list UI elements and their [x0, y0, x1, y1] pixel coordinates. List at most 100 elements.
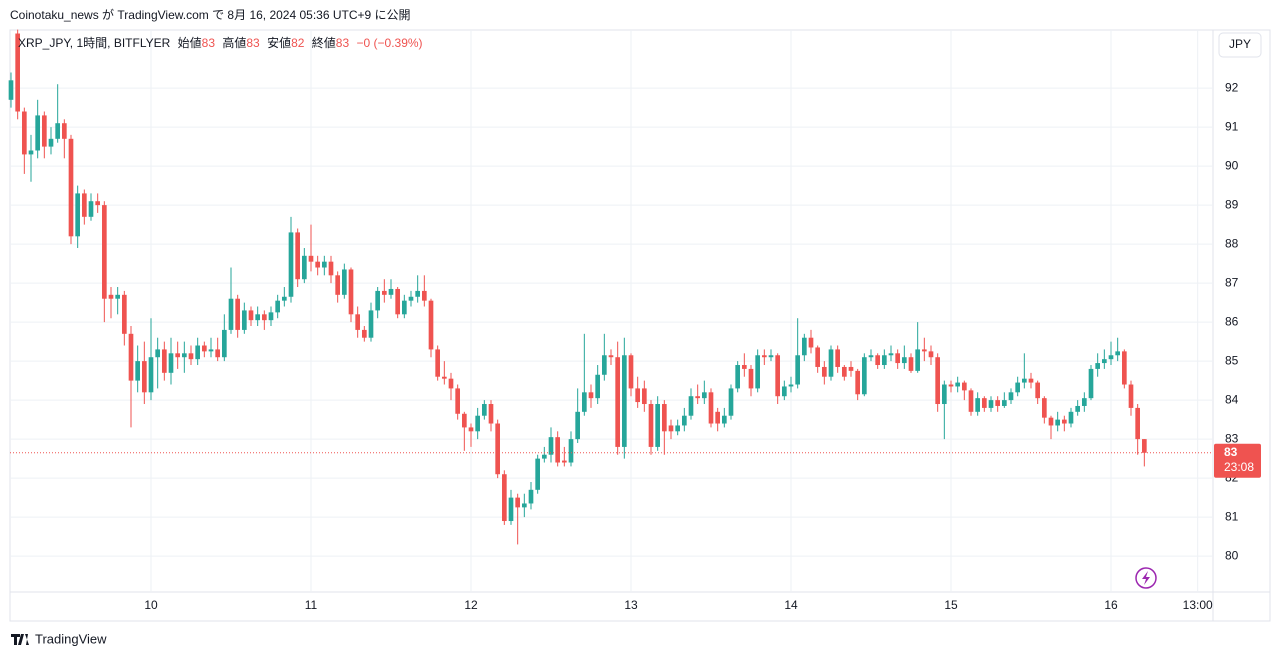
candle-body — [595, 374, 600, 399]
legend: XRP_JPY, 1時間, BITFLYER 始値83 高値83 安値82 終値… — [18, 35, 423, 50]
candle-body — [848, 366, 854, 371]
candle-body — [915, 349, 920, 371]
candle-body — [808, 337, 814, 348]
candle-body — [868, 355, 874, 358]
candle-body — [335, 275, 340, 295]
candle-body — [548, 437, 554, 455]
candle-body — [42, 115, 47, 147]
candle-body — [455, 388, 460, 414]
y-tick-label: 87 — [1225, 275, 1239, 289]
candle-body — [175, 353, 180, 358]
candle-body — [695, 396, 700, 399]
candle-body — [615, 357, 620, 447]
candle-body — [135, 361, 140, 381]
candle-body — [95, 201, 100, 206]
candle-body — [828, 349, 834, 377]
candle-body — [142, 361, 147, 393]
candle-body — [355, 314, 360, 330]
candle-body — [68, 138, 74, 237]
candle-body — [922, 349, 927, 352]
candle-body — [302, 255, 307, 280]
candle-body — [1062, 419, 1067, 424]
candle-body — [115, 294, 120, 299]
candle-body — [962, 382, 967, 391]
currency-button[interactable] — [1218, 32, 1262, 58]
lightning-icon[interactable] — [1135, 567, 1157, 589]
price-tag — [1214, 443, 1261, 478]
candle-body — [342, 269, 347, 295]
x-tick-label: 15 — [944, 598, 958, 612]
candle-body — [762, 355, 767, 358]
candle-body — [168, 353, 174, 373]
candle-body — [942, 384, 947, 405]
candle-body — [1122, 351, 1127, 385]
legend-close-label: 終値 — [312, 35, 336, 50]
candle-body — [448, 378, 454, 389]
candle-body — [442, 376, 447, 379]
candle-body — [362, 329, 367, 338]
candle-body — [715, 411, 720, 424]
candle-body — [902, 357, 907, 364]
x-tick-label: 10 — [144, 598, 158, 612]
footer-logo: TradingView — [11, 631, 107, 646]
candle-body — [815, 347, 820, 367]
candle-body — [975, 398, 980, 412]
candle-body — [682, 415, 687, 426]
x-tick-label: 16 — [1104, 598, 1118, 612]
legend-symbol: XRP_JPY, 1時間, BITFLYER — [18, 36, 171, 50]
candle-body — [648, 404, 654, 447]
candle-body — [535, 458, 540, 490]
candle-body — [322, 261, 327, 268]
candle-body — [928, 351, 934, 358]
candle-body — [508, 497, 514, 522]
y-tick-label: 89 — [1225, 197, 1239, 211]
legend-low-label: 安値 — [267, 35, 291, 50]
candle-body — [88, 201, 94, 217]
candle-body — [242, 310, 247, 330]
footer-brand: TradingView — [35, 631, 107, 646]
legend-change: −0 (−0.39%) — [357, 36, 423, 50]
y-tick-label: 86 — [1225, 314, 1239, 328]
price-tag-countdown: 23:08 — [1224, 460, 1254, 474]
candle-body — [542, 454, 547, 459]
candle-body — [1028, 378, 1034, 383]
legend-open-label: 始値 — [178, 35, 202, 50]
y-tick-label: 81 — [1225, 509, 1239, 523]
candle-body — [662, 404, 667, 432]
candle-body — [748, 368, 754, 389]
candle-body — [968, 390, 974, 412]
plot — [8, 29, 1213, 545]
candle-body — [635, 388, 640, 403]
candle-body — [788, 384, 794, 387]
candle-body — [75, 193, 80, 237]
candle-body — [622, 355, 627, 447]
candle-body — [408, 296, 414, 301]
x-tick-label: 12 — [464, 598, 478, 612]
candle-body — [562, 460, 567, 463]
candle-body — [288, 232, 294, 297]
candle-body — [208, 349, 214, 352]
candle-body — [908, 357, 914, 371]
candle-body — [728, 388, 734, 416]
candle-body — [675, 425, 680, 432]
candle-body — [782, 386, 787, 397]
candle-body — [1108, 355, 1114, 360]
candle-body — [308, 255, 314, 262]
candle-body — [422, 290, 427, 301]
candle-body — [1075, 405, 1080, 412]
candle-body — [608, 355, 614, 358]
candle-body — [28, 150, 34, 155]
candle-body — [1008, 392, 1014, 401]
candle-body — [128, 333, 134, 381]
candle-body — [182, 353, 187, 358]
icon-bolt[interactable] — [1142, 571, 1150, 585]
y-tick-label: 83 — [1225, 431, 1239, 445]
y-tick-label: 80 — [1225, 548, 1239, 562]
candle-body — [628, 355, 634, 389]
grid — [10, 30, 1213, 592]
candle-body — [102, 205, 107, 299]
candle-body — [735, 365, 740, 389]
candle-body — [1055, 419, 1060, 426]
candle-body — [575, 411, 580, 440]
currency-label[interactable]: JPY — [1229, 37, 1251, 51]
